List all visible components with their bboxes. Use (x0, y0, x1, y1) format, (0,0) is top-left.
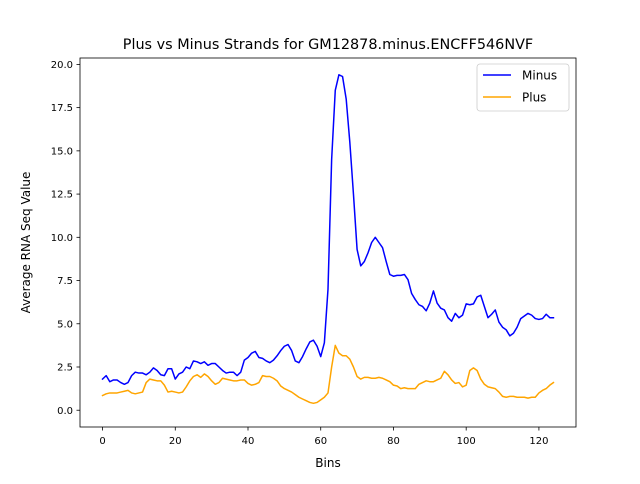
y-tick-label: 2.5 (57, 363, 73, 374)
y-tick-label: 0.0 (57, 406, 73, 417)
y-axis-label: Average RNA Seq Value (19, 172, 33, 314)
axes-frame (79, 57, 577, 428)
y-axis: 0.0 2.5 5.0 7.5 10.0 12.5 15.0 17.5 20.0 (51, 60, 80, 417)
y-tick-label: 15.0 (51, 146, 73, 157)
x-tick-label: 0 (99, 436, 105, 447)
y-tick-label: 12.5 (51, 190, 73, 201)
x-tick-label: 40 (242, 436, 255, 447)
y-tick-label: 5.0 (57, 319, 73, 330)
x-tick-label: 60 (314, 436, 327, 447)
plot-area (101, 74, 555, 405)
x-tick-label: 100 (457, 436, 476, 447)
y-tick-label: 20.0 (51, 60, 73, 71)
y-tick-label: 7.5 (57, 276, 73, 287)
y-tick-label: 17.5 (51, 103, 73, 114)
legend-label-minus: Minus (522, 69, 557, 83)
legend: Minus Plus (476, 63, 570, 112)
x-tick-label: 80 (387, 436, 400, 447)
series-line-minus (101, 74, 555, 386)
series-line-plus (101, 344, 555, 405)
x-axis-label: Bins (315, 456, 340, 470)
legend-label-plus: Plus (522, 91, 546, 105)
y-tick-label: 10.0 (51, 233, 73, 244)
x-axis: 0 20 40 60 80 100 120 (99, 427, 548, 447)
x-tick-label: 20 (169, 436, 182, 447)
chart-title: Plus vs Minus Strands for GM12878.minus.… (123, 37, 533, 53)
x-tick-label: 120 (529, 436, 548, 447)
